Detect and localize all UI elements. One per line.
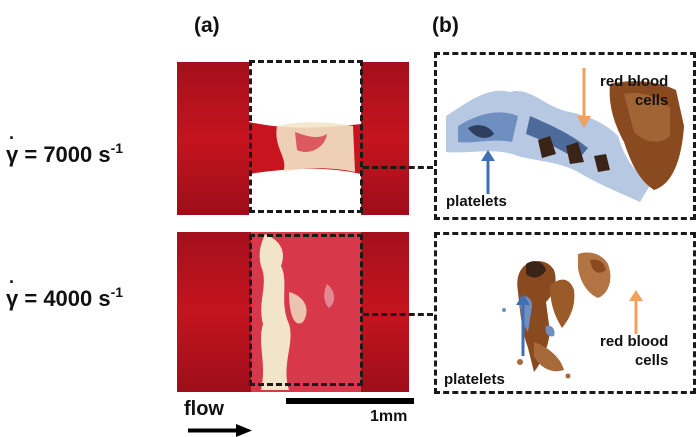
- arrow-platelets-bottom: [516, 294, 530, 356]
- shear-rate-value: = 4000 s: [18, 286, 111, 311]
- shear-rate-exponent: -1: [110, 284, 124, 300]
- histology-box-top: [434, 52, 696, 220]
- arrow-platelets-top: [481, 150, 495, 194]
- histology-box-bottom: [434, 232, 696, 394]
- connector-line-bottom: [363, 313, 433, 316]
- chamber-photo-top: [177, 62, 409, 215]
- histology-image-bottom: [502, 252, 611, 379]
- panel-label-a: (a): [194, 14, 220, 37]
- rbc-label-line2: cells: [634, 92, 669, 109]
- connector-line-top: [363, 166, 433, 169]
- flow-arrow-icon: [188, 424, 252, 437]
- platelets-label-bottom: platelets: [444, 371, 505, 388]
- rbc-label-line1: red blood: [600, 333, 669, 350]
- panel-label-b: (b): [432, 14, 459, 37]
- scale-bar: [286, 398, 414, 404]
- rbc-label-line2: cells: [634, 352, 669, 369]
- platelets-label-top: platelets: [446, 193, 507, 210]
- arrow-rbc-top: [577, 68, 591, 128]
- arrow-rbc-bottom: [629, 290, 643, 334]
- rbc-label-top: red blood cells: [600, 72, 668, 110]
- histology-image-top: [446, 81, 684, 202]
- rbc-label-bottom: red blood cells: [600, 332, 668, 370]
- flow-label: flow: [184, 398, 224, 420]
- chamber-photo-bottom: [177, 232, 409, 392]
- shear-rate-value: = 7000 s: [18, 142, 111, 167]
- roi-box-bottom: [249, 234, 363, 386]
- shear-rate-label-bottom: γ = 4000 s-1: [6, 272, 124, 312]
- shear-rate-symbol: γ: [6, 272, 18, 312]
- roi-box-top: [249, 60, 363, 213]
- shear-rate-symbol: γ: [6, 128, 18, 168]
- shear-rate-label-top: γ = 7000 s-1: [6, 128, 124, 168]
- shear-rate-exponent: -1: [110, 140, 124, 156]
- scale-bar-label: 1mm: [370, 408, 408, 425]
- rbc-label-line1: red blood: [600, 73, 669, 90]
